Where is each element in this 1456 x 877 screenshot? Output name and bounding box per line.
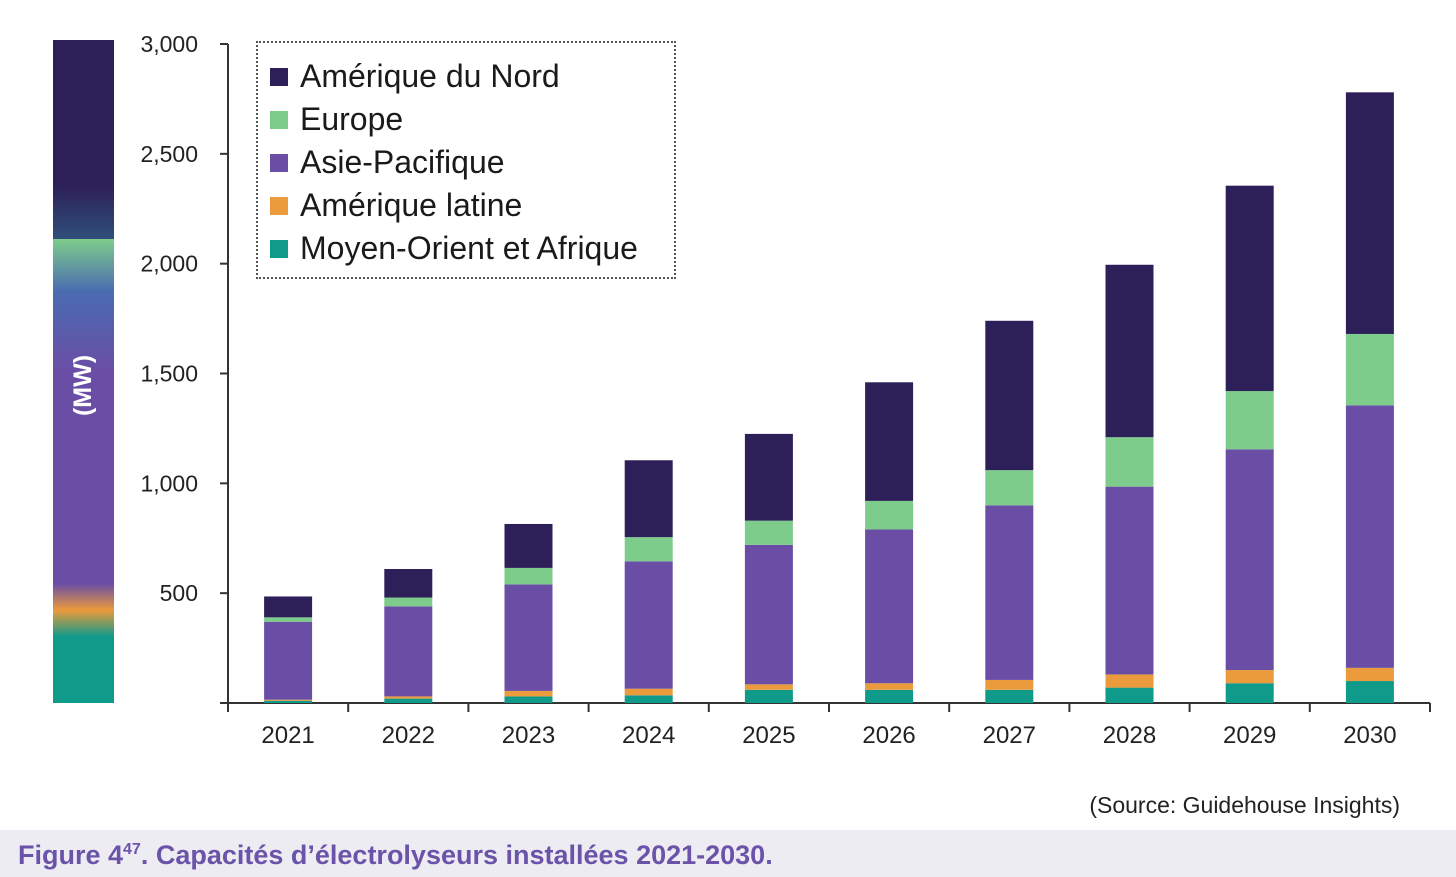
legend-label: Amérique latine	[300, 187, 523, 223]
bar-segment	[504, 523, 553, 568]
legend-label: Europe	[300, 101, 404, 137]
legend-swatch	[270, 67, 288, 86]
bar-segment	[384, 696, 433, 699]
chart-legend: Amérique du Nord Europe Asie-Pacifique Amér…	[256, 41, 676, 279]
legend-item: Amérique latine	[270, 184, 674, 227]
legend-item: Amérique du Nord	[270, 55, 674, 98]
x-tick-label: 2023	[502, 722, 555, 749]
y-tick-label: 1,000	[140, 470, 198, 496]
bar-segment	[1105, 687, 1154, 703]
bar-segment	[985, 679, 1034, 690]
bar-segment	[264, 621, 313, 700]
bar-segment	[1345, 405, 1394, 668]
legend-label: Asie-Pacifique	[300, 144, 505, 180]
legend-label: Amérique du Nord	[300, 58, 560, 94]
caption-prefix: Figure 4	[18, 840, 124, 870]
bar-segment	[504, 584, 553, 691]
bar-segment	[1225, 185, 1274, 392]
caption-superscript: 47	[123, 841, 141, 858]
bar-segment	[264, 699, 313, 701]
chart-area: (MW) 500 1,000 1,500 2,000 2,500 3,000 2021 202…	[53, 31, 1431, 818]
x-tick-label: 2028	[1103, 722, 1156, 749]
bar-segment	[865, 500, 914, 530]
x-tick-label: 2024	[622, 722, 675, 749]
bar-segment	[504, 690, 553, 697]
bar-segment	[504, 567, 553, 585]
bar-segment	[1345, 667, 1394, 682]
bar-segment	[1225, 449, 1274, 671]
bar-segment	[384, 698, 433, 703]
stacked-bar-chart: 500 1,000 1,500 2,000 2,500 3,000 2021 2022 2023…	[140, 31, 1431, 749]
bar-segment	[985, 505, 1034, 680]
x-tick-label: 2022	[382, 722, 435, 749]
mw-color-bar	[53, 40, 114, 703]
legend-item: Europe	[270, 98, 674, 141]
bar-segment	[744, 544, 793, 685]
legend-label: Moyen-Orient et Afrique	[300, 230, 638, 266]
bar-segment	[264, 596, 313, 618]
bar-segment	[384, 569, 433, 598]
bar-segment	[1105, 264, 1154, 438]
legend-item: Asie-Pacifique	[270, 141, 674, 184]
bar-segment	[384, 597, 433, 607]
bar-segment	[865, 689, 914, 703]
bar-segment	[1225, 670, 1274, 684]
y-tick-label: 3,000	[140, 31, 198, 57]
bar-segment	[624, 561, 673, 689]
bar-segment	[1345, 92, 1394, 334]
bar-segment	[1105, 437, 1154, 487]
bar-segment	[744, 689, 793, 703]
x-tick-label: 2029	[1223, 722, 1276, 749]
bar-segment	[865, 529, 914, 684]
bar-segment	[865, 683, 914, 690]
bar-segment	[384, 606, 433, 697]
bar-segment	[624, 695, 673, 703]
bar-segment	[985, 470, 1034, 506]
bar-segment	[744, 433, 793, 521]
bar-segment	[1345, 333, 1394, 406]
x-tick-label: 2030	[1343, 722, 1396, 749]
bar-segment	[1105, 674, 1154, 688]
bar-segment	[264, 700, 313, 703]
x-tick-label: 2027	[983, 722, 1036, 749]
legend-swatch	[270, 239, 288, 258]
y-tick-label: 500	[160, 580, 198, 606]
bar-segment	[624, 688, 673, 696]
bar-segment	[1225, 391, 1274, 450]
y-tick-label: 2,500	[140, 141, 198, 167]
legend-item: Moyen-Orient et Afrique	[270, 227, 674, 270]
legend-swatch	[270, 196, 288, 215]
bar-segment	[744, 520, 793, 545]
x-tick-label: 2026	[862, 722, 915, 749]
bar-segment	[1105, 486, 1154, 675]
x-tick-label: 2021	[261, 722, 314, 749]
caption-bar	[0, 830, 1456, 877]
bar-segment	[985, 320, 1034, 471]
caption-text: . Capacités d’électrolyseurs installées …	[140, 840, 773, 870]
bar-segment	[865, 382, 914, 501]
legend-swatch	[270, 110, 288, 129]
figure-caption: Figure 447. Capacités d’électrolyseurs i…	[18, 840, 773, 871]
bar-segment	[1345, 681, 1394, 703]
y-tick-label: 1,500	[140, 361, 198, 387]
y-tick-label: 2,000	[140, 251, 198, 277]
bar-segment	[744, 684, 793, 690]
bar-segment	[624, 460, 673, 538]
bar-segment	[504, 696, 553, 703]
bar-segment	[985, 689, 1034, 703]
x-tick-label: 2025	[742, 722, 795, 749]
legend-swatch	[270, 153, 288, 172]
bar-segment	[264, 617, 313, 622]
source-note: (Source: Guidehouse Insights)	[1089, 792, 1400, 818]
bar-segment	[1225, 683, 1274, 703]
bar-segment	[624, 537, 673, 562]
